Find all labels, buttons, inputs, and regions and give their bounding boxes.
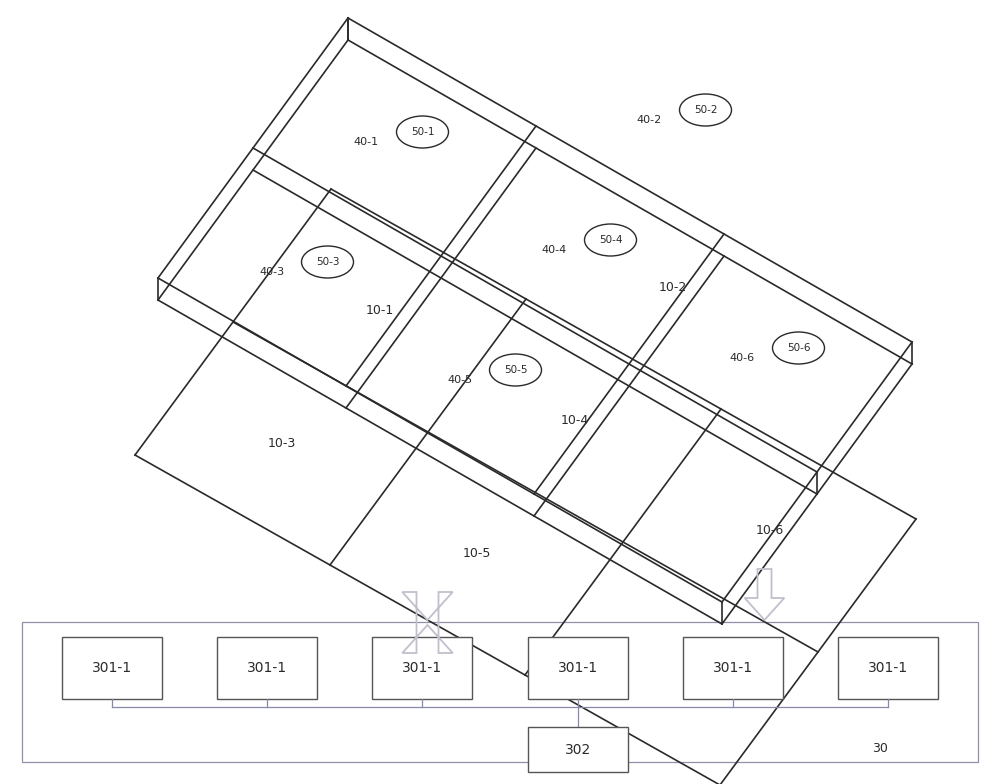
Text: 30: 30 xyxy=(872,742,888,754)
Text: 40-3: 40-3 xyxy=(259,267,284,277)
Text: 301-1: 301-1 xyxy=(92,661,132,675)
Text: 50-1: 50-1 xyxy=(411,127,434,137)
Bar xyxy=(528,637,628,699)
Text: 10-6: 10-6 xyxy=(755,524,784,537)
Text: 301-1: 301-1 xyxy=(247,661,287,675)
Bar xyxy=(528,727,628,772)
Text: 50-2: 50-2 xyxy=(694,105,717,115)
Text: 40-4: 40-4 xyxy=(542,245,567,255)
Bar xyxy=(62,637,162,699)
Text: 50-4: 50-4 xyxy=(599,235,622,245)
Text: 301-1: 301-1 xyxy=(402,661,442,675)
Text: 10-4: 10-4 xyxy=(560,414,589,427)
Bar xyxy=(838,637,938,699)
Text: 40-5: 40-5 xyxy=(447,375,472,385)
Text: 10-1: 10-1 xyxy=(365,304,394,317)
Bar xyxy=(683,637,783,699)
Text: 40-2: 40-2 xyxy=(637,115,662,125)
Text: 302: 302 xyxy=(565,742,591,757)
Text: 50-6: 50-6 xyxy=(787,343,810,353)
Text: 10-3: 10-3 xyxy=(267,437,296,450)
Text: 10-2: 10-2 xyxy=(658,281,687,294)
Text: 301-1: 301-1 xyxy=(713,661,753,675)
Bar xyxy=(22,622,978,762)
Text: 301-1: 301-1 xyxy=(868,661,908,675)
Text: 10-5: 10-5 xyxy=(462,547,491,560)
Text: 301-1: 301-1 xyxy=(558,661,598,675)
Text: 50-3: 50-3 xyxy=(316,257,339,267)
Bar xyxy=(372,637,472,699)
Text: 50-5: 50-5 xyxy=(504,365,527,375)
Text: 40-6: 40-6 xyxy=(730,353,755,363)
Bar xyxy=(217,637,317,699)
Text: 40-1: 40-1 xyxy=(354,137,379,147)
